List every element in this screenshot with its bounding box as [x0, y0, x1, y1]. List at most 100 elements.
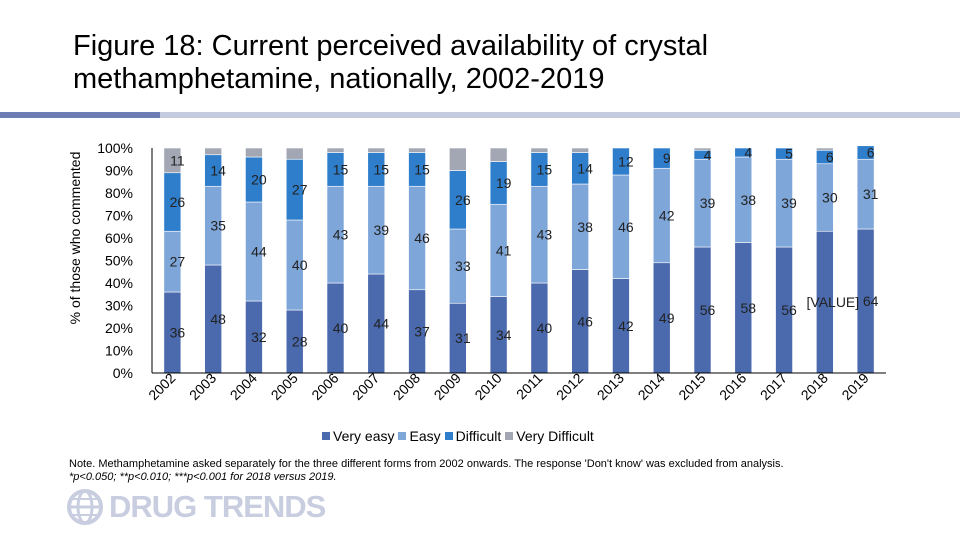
data-label: 39	[781, 195, 797, 211]
x-tick-label: 2010	[471, 370, 504, 403]
x-tick-label: 2006	[308, 370, 341, 403]
bar-segment-very-difficult	[285, 147, 304, 160]
data-label: 27	[292, 182, 308, 198]
chart-title: Figure 18: Current perceived availabilit…	[73, 30, 709, 95]
y-tick-label: 10%	[105, 343, 133, 359]
x-tick-label: 2009	[431, 370, 464, 403]
data-label: 15	[414, 161, 430, 177]
data-label: 31	[863, 186, 879, 202]
data-label: 40	[292, 257, 308, 273]
data-label: 40	[333, 320, 349, 336]
x-tick-label: 2019	[838, 370, 871, 403]
data-label: 38	[740, 192, 756, 208]
legend-label: Very easy	[333, 428, 395, 444]
data-label: 26	[455, 192, 471, 208]
data-label: 38	[577, 219, 593, 235]
data-labels: 3627261148351432442028402740431544391537…	[170, 145, 879, 350]
data-label: 15	[333, 161, 349, 177]
data-label: 44	[251, 244, 267, 260]
legend: Very easy Easy Difficult Very Difficult	[322, 428, 598, 444]
bar-segment-difficult	[652, 147, 671, 169]
bar-segment-difficult	[775, 147, 793, 160]
x-tick-label: 2004	[227, 370, 260, 403]
data-label: 58	[740, 300, 756, 316]
x-tick-label: 2011	[513, 370, 546, 403]
data-label: 39	[373, 222, 389, 238]
data-label: 26	[170, 194, 186, 210]
legend-item-very-difficult: Very Difficult	[505, 428, 594, 444]
bar-segment-difficult	[612, 147, 630, 176]
legend-item-easy: Easy	[398, 428, 441, 444]
bar-segment-very-difficult	[367, 147, 386, 153]
data-label: 5	[785, 146, 793, 162]
data-label: 64	[863, 293, 879, 309]
y-tick-label: 90%	[105, 163, 133, 179]
x-tick-label: 2002	[145, 370, 178, 403]
x-tick-label: 2003	[186, 370, 219, 403]
y-axis-label: % of those who commented	[67, 152, 83, 325]
bar-segment-very-difficult	[204, 147, 222, 156]
data-label: 43	[537, 227, 553, 243]
y-tick-label: 70%	[105, 208, 133, 224]
legend-label: Easy	[409, 428, 441, 444]
data-label: 41	[496, 242, 512, 258]
data-label: 6	[826, 149, 834, 165]
data-label: 43	[333, 227, 349, 243]
data-label: 15	[373, 161, 389, 177]
note-line-2: *p<0.050; **p<0.010; ***p<0.001 for 2018…	[69, 471, 337, 483]
data-label: 46	[414, 230, 430, 246]
x-tick-label: 2005	[267, 370, 300, 403]
y-tick-label: 20%	[105, 320, 133, 336]
axes: % of those who commented 0% 10% 20% 30% 40% 50…	[67, 140, 886, 403]
data-label: 35	[210, 218, 226, 234]
data-label: 39	[700, 195, 716, 211]
data-label: 56	[700, 302, 716, 318]
x-tick-label: 2007	[349, 370, 382, 403]
y-tick-label: 0%	[113, 365, 133, 381]
bar-segment-very-difficult	[816, 147, 834, 151]
y-tick-label: 30%	[105, 298, 133, 314]
data-label: 31	[455, 330, 471, 346]
x-tick-label: 2017	[757, 370, 790, 403]
title-divider-accent	[0, 112, 160, 118]
data-label: 44	[373, 316, 389, 332]
y-tick-label: 60%	[105, 230, 133, 246]
data-label: 33	[455, 258, 471, 274]
legend-item-very-easy: Very easy	[322, 428, 394, 444]
data-label: 32	[251, 329, 267, 345]
y-tick-label: 80%	[105, 185, 133, 201]
legend-swatch	[398, 432, 407, 441]
bar-segment-very-difficult	[449, 147, 467, 171]
data-label: 14	[577, 160, 593, 176]
bar-segment-difficult	[734, 147, 753, 158]
data-label: 12	[618, 154, 634, 170]
data-label: 34	[496, 327, 512, 343]
y-tick-label: 40%	[105, 275, 133, 291]
data-label: 42	[618, 318, 634, 334]
data-label: 20	[251, 172, 267, 188]
data-label: 15	[537, 161, 553, 177]
note-line-1: Note. Methamphetamine asked separately f…	[69, 458, 784, 470]
y-tick-label: 100%	[97, 140, 133, 156]
bars	[163, 145, 875, 374]
x-tick-label: 2013	[594, 370, 627, 403]
x-tick-label: 2016	[716, 370, 749, 403]
data-label: 48	[210, 311, 226, 327]
x-tick-label: 2008	[390, 370, 423, 403]
bar-segment-very-difficult	[326, 147, 345, 153]
data-label: 28	[292, 334, 308, 350]
legend-item-difficult: Difficult	[444, 428, 501, 444]
data-label: 14	[210, 163, 226, 179]
chart-note: Note. Methamphetamine asked separately f…	[69, 458, 939, 484]
data-label: 27	[170, 254, 186, 270]
data-label: 6	[867, 145, 875, 161]
bar-segment-very-difficult	[530, 147, 549, 153]
x-tick-label: 2018	[798, 370, 831, 403]
data-label: 56	[781, 302, 797, 318]
legend-label: Very Difficult	[516, 428, 594, 444]
data-label: 30	[822, 190, 838, 206]
legend-swatch	[444, 432, 453, 441]
globe-icon	[67, 489, 103, 525]
title-divider	[0, 112, 960, 118]
data-label: 40	[537, 320, 553, 336]
